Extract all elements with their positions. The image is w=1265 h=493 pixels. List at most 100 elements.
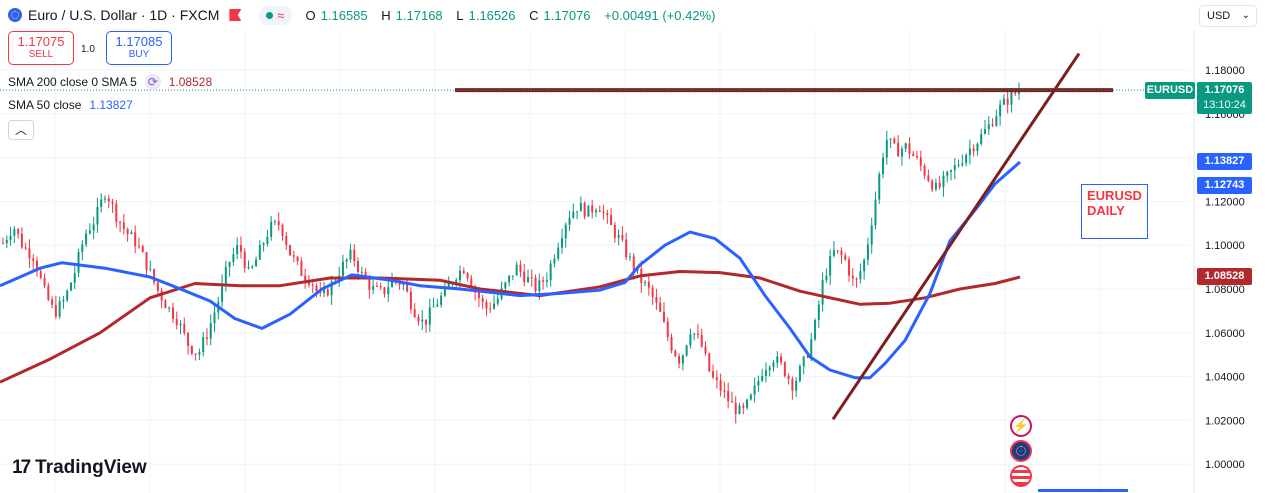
candle-body <box>92 224 95 231</box>
candle-body <box>266 236 269 244</box>
candle-body <box>655 296 658 303</box>
buy-label: BUY <box>128 49 150 60</box>
candle-body <box>685 345 688 356</box>
candle-body <box>54 304 57 317</box>
candle-body <box>704 346 707 354</box>
candle-body <box>870 225 873 245</box>
symbol-title[interactable]: Euro / U.S. Dollar · 1D · FXCM <box>28 7 220 23</box>
cycle-icon[interactable]: ⟳ <box>144 74 161 90</box>
sma50-value: 1.13827 <box>89 98 133 112</box>
candle-body <box>126 228 129 235</box>
market-status-pill[interactable]: ≈ <box>259 5 292 25</box>
sma50-legend[interactable]: SMA 50 close 1.13827 <box>8 98 133 112</box>
candle-body <box>576 211 579 213</box>
candle-body <box>598 210 601 212</box>
candle-body <box>413 309 416 317</box>
bookmark-flag-icon[interactable] <box>229 9 242 21</box>
candle-body <box>73 272 76 283</box>
sell-price: 1.17075 <box>17 34 65 49</box>
candle-body <box>931 180 934 190</box>
lightning-icon[interactable]: ⚡ <box>1010 415 1032 437</box>
y-tick-label: 1.08000 <box>1205 284 1245 296</box>
candle-body <box>923 165 926 176</box>
candle-body <box>628 256 631 258</box>
candle-body <box>844 255 847 260</box>
candle-body <box>542 280 545 282</box>
candle-body <box>772 362 775 368</box>
annotation-box[interactable]: EURUSD DAILY <box>1081 184 1148 239</box>
candle-body <box>270 221 273 237</box>
candle-body <box>832 250 835 256</box>
current-price-value: 1.17076 <box>1204 84 1245 96</box>
collapse-legend-button[interactable]: ︿ <box>8 120 34 140</box>
candle-body <box>610 215 613 225</box>
candle-body <box>375 285 378 287</box>
candle-body <box>798 366 801 381</box>
candle-body <box>1002 98 1005 105</box>
candle-body <box>897 142 900 157</box>
y-tick-label: 1.18000 <box>1205 65 1245 77</box>
ohlc-change: +0.00491 (+0.42%) <box>604 7 716 23</box>
candle-body <box>968 148 971 156</box>
us-flag-icon[interactable] <box>1010 465 1032 487</box>
candle-body <box>428 307 431 325</box>
candle-body <box>568 217 571 225</box>
candle-body <box>504 282 507 289</box>
sma200-legend[interactable]: SMA 200 close 0 SMA 5 ⟳ 1.08528 <box>8 74 212 90</box>
candle-body <box>753 385 756 395</box>
candle-body <box>96 207 99 225</box>
candle-body <box>708 353 711 371</box>
candle-body <box>194 353 197 355</box>
ohlc-high: H 1.17168 <box>381 7 443 23</box>
candle-body <box>119 221 122 223</box>
candle-body <box>632 256 635 271</box>
candle-body <box>190 345 193 354</box>
annotation-line-2: DAILY <box>1087 203 1125 218</box>
candle-body <box>768 367 771 371</box>
candle-body <box>409 291 412 310</box>
candle-body <box>168 307 171 309</box>
candle-body <box>421 319 424 322</box>
candle-body <box>111 201 114 204</box>
candle-body <box>175 319 178 326</box>
candle-body <box>406 283 409 292</box>
currency-select[interactable]: USD ⌄ <box>1199 5 1257 27</box>
candle-body <box>802 356 805 367</box>
candle-body <box>330 281 333 296</box>
candle-body <box>255 259 258 267</box>
candle-body <box>153 269 156 283</box>
candle-body <box>311 284 314 286</box>
buy-button[interactable]: 1.17085 BUY <box>106 31 172 65</box>
sma50-label: SMA 50 close <box>8 98 82 112</box>
candle-body <box>485 301 488 309</box>
candle-body <box>560 238 563 248</box>
candle-body <box>292 255 295 257</box>
candle-body <box>987 124 990 130</box>
sell-button[interactable]: 1.17075 SELL <box>8 31 74 65</box>
candle-body <box>372 285 375 290</box>
candle-body <box>984 129 987 134</box>
tradingview-logo[interactable]: 17 TradingView <box>12 457 147 479</box>
sma50-line <box>0 160 1021 380</box>
candle-body <box>564 224 567 239</box>
eu-flag-icon[interactable] <box>1010 440 1032 462</box>
candle-body <box>757 380 760 386</box>
candle-body <box>810 339 813 358</box>
ohlc-close: C 1.17076 <box>529 7 591 23</box>
sma200-label: SMA 200 close 0 SMA 5 <box>8 75 137 89</box>
candle-body <box>526 277 529 283</box>
candle-body <box>817 304 820 321</box>
market-open-dot-icon <box>266 11 274 19</box>
candle-body <box>198 352 201 355</box>
candle-body <box>572 211 575 218</box>
scroll-indicator[interactable] <box>1038 489 1128 492</box>
candle-body <box>134 232 137 247</box>
candle-body <box>13 228 16 236</box>
candle-body <box>443 286 446 296</box>
candle-body <box>617 235 620 238</box>
candle-body <box>62 300 65 302</box>
candle-body <box>738 405 741 414</box>
candle-body <box>239 245 242 252</box>
candle-body <box>32 258 35 261</box>
